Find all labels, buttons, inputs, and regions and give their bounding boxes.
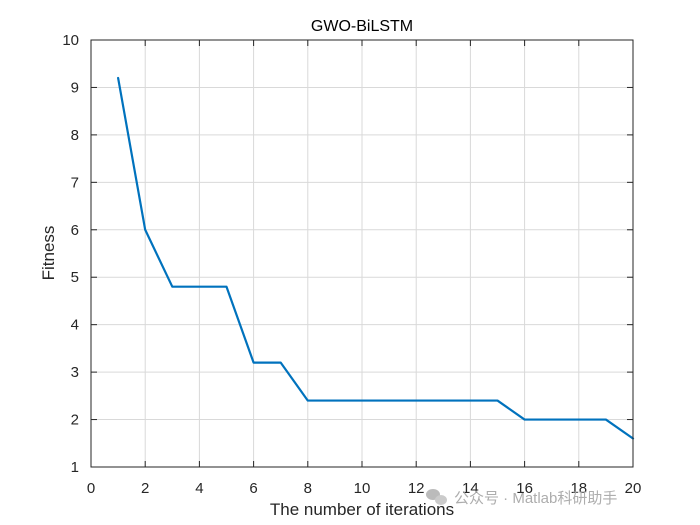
y-tick-label: 2: [71, 412, 79, 429]
series-layer: [116, 76, 635, 440]
x-tick-label: 12: [408, 480, 425, 497]
y-tick-label: 4: [71, 317, 79, 334]
x-tick-label: 8: [304, 480, 312, 497]
watermark: 公众号 · Matlab科研助手: [426, 483, 696, 511]
fitness-series-line: [116, 76, 635, 440]
y-tick-label: 6: [71, 222, 79, 239]
y-tick-label: 9: [71, 79, 79, 96]
wechat-icon: [426, 488, 448, 506]
x-tick-label: 2: [141, 480, 149, 497]
x-tick-label: 20: [625, 480, 642, 497]
watermark-text: 公众号 · Matlab科研助手: [454, 489, 618, 507]
y-tick-label: 10: [62, 32, 79, 49]
y-tick-label: 5: [71, 269, 79, 286]
chart-title: GWO-BiLSTM: [311, 18, 413, 35]
x-tick-label: 4: [195, 480, 203, 497]
x-tick-label: 14: [462, 480, 479, 497]
x-tick-label: 0: [87, 480, 95, 497]
x-axis-label: The number of iterations: [270, 500, 454, 519]
x-tick-label: 10: [354, 480, 371, 497]
axis-labels: GWO-BiLSTM The number of iterations Fitn…: [39, 18, 454, 519]
x-tick-label: 6: [249, 480, 257, 497]
y-tick-label: 7: [71, 174, 79, 191]
x-tick-label: 16: [516, 480, 533, 497]
y-tick-label: 1: [71, 459, 79, 476]
y-axis-label: Fitness: [39, 226, 58, 281]
y-tick-label: 8: [71, 127, 79, 144]
x-tick-label: 18: [570, 480, 587, 497]
y-tick-label: 3: [71, 364, 79, 381]
